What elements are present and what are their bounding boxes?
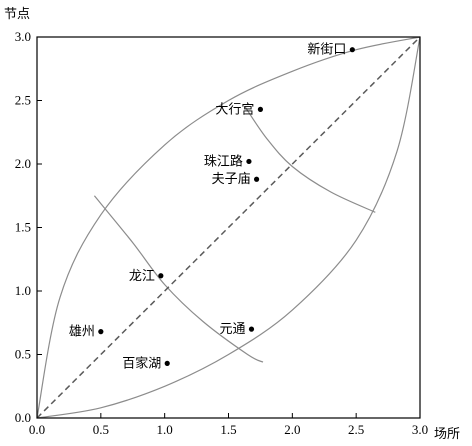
x-axis-title: 场所 <box>434 427 460 442</box>
y-tick-label: 1.0 <box>15 283 31 298</box>
x-tick-label: 3.0 <box>412 422 428 437</box>
y-tick-label: 0.0 <box>15 410 31 425</box>
x-tick-label: 2.0 <box>284 422 300 437</box>
data-point <box>253 176 260 182</box>
diagonal-reference-line <box>36 36 421 419</box>
point-label: 大行宫 <box>215 102 254 117</box>
data-point <box>98 329 104 335</box>
y-tick-label: 3.0 <box>15 29 31 44</box>
data-point <box>164 360 170 366</box>
plot-area <box>36 36 421 419</box>
point-label: 夫子庙 <box>212 172 251 187</box>
data-point <box>246 158 252 165</box>
point-label: 百家湖 <box>122 355 161 371</box>
boundary-curve-cross-low <box>93 195 264 363</box>
point-label: 雄州 <box>69 325 95 340</box>
boundary-curve-upper <box>36 36 421 419</box>
y-tick-label: 2.5 <box>15 93 31 108</box>
data-point <box>349 47 355 53</box>
point-label: 珠江路 <box>204 153 243 169</box>
y-tick-label: 0.5 <box>15 347 31 362</box>
x-tick-label: 0.5 <box>93 422 109 437</box>
x-tick-label: 2.5 <box>348 422 364 437</box>
boundary-curve-lower <box>36 36 421 419</box>
x-tick-label: 1.0 <box>157 422 173 437</box>
data-point <box>248 326 255 332</box>
y-tick-label: 1.5 <box>15 220 31 235</box>
point-label: 龙江 <box>129 269 155 284</box>
boundary-curve-cross-high <box>244 106 376 213</box>
x-tick-label: 1.5 <box>220 422 236 437</box>
axes: 0.0 0.5 1.0 1.5 2.0 2.5 3.0 0.0 0.5 1.0 1.5 2.0 2.5 3… <box>15 29 428 437</box>
y-axis-title: 节点 <box>4 7 30 22</box>
data-point <box>257 106 264 112</box>
data-point <box>158 273 164 279</box>
point-label: 新街口 <box>307 42 346 58</box>
x-tick-label: 0.0 <box>29 422 45 437</box>
point-label: 元通 <box>219 322 245 337</box>
y-tick-label: 2.0 <box>15 156 31 171</box>
